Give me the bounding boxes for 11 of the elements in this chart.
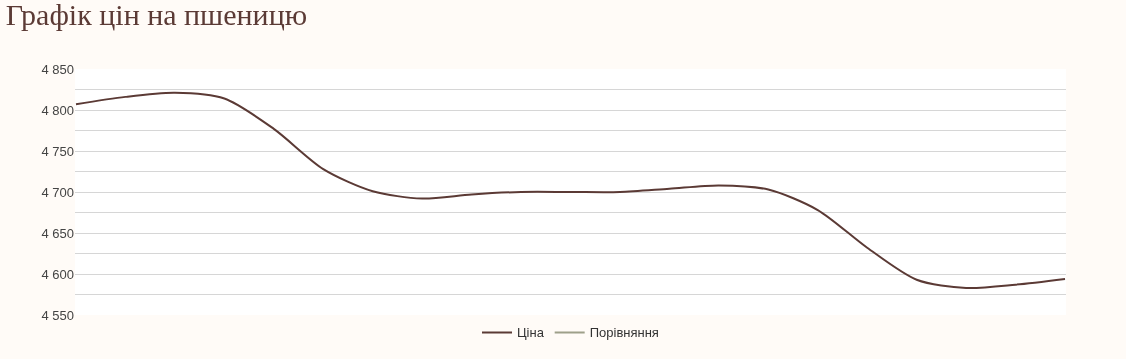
chart-title: Графік цін на пшеницю: [5, 0, 308, 31]
y-tick-label: 4 750: [41, 143, 74, 159]
y-tick-label: 4 600: [41, 266, 74, 282]
y-tick-label: 4 850: [41, 61, 74, 77]
legend-label: Ціна: [517, 325, 545, 341]
legend-label: Порівняння: [589, 325, 659, 341]
y-tick-label: 4 800: [41, 102, 74, 118]
y-tick-label: 4 700: [41, 184, 74, 200]
y-tick-label: 4 550: [41, 307, 74, 323]
line-series: [75, 91, 1066, 289]
y-tick-label: 4 650: [41, 225, 74, 241]
